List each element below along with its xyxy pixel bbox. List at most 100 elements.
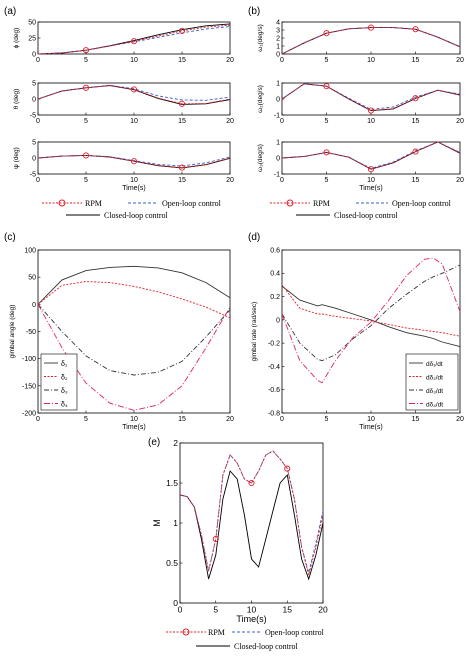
rpm-marker-b2 [412,95,419,102]
y-tick-label-a2: -5 [30,112,36,119]
series-line-e-closedloopcontrol [179,470,324,581]
y-tick-label-e: 0.5 [166,558,178,568]
rpm-marker-a1 [178,27,186,35]
x-tick-label-b3: 0 [280,177,284,184]
x-tick-label-a2: 0 [36,118,40,125]
x-axis-label-d: Time(s) [359,424,382,431]
rpm-marker-b2 [367,107,375,114]
x-tick-label-c: 10 [130,416,138,423]
x-tick-label-a1: 5 [84,57,88,64]
x-tick-label-a3: 15 [178,177,186,184]
x-tick-label-b2: 15 [412,118,420,125]
series-line-b1-rpm [281,27,461,55]
x-tick-label-d: 15 [412,416,420,423]
legend-d: dδ₁/dt dδ₂/dt dδ₃/dt dδ₄/dt [405,353,459,411]
x-tick-label-a3: 10 [130,177,138,184]
legend-b-closed: Closed-loop control [334,211,399,220]
series-line-a1-rpm [37,24,231,55]
y-axis-label-b2: ω₂(deg/s) [257,85,264,113]
legend-e-open: Open-loop control [265,628,325,637]
legend-d-label: dδ₄/dt [426,402,443,409]
legend-c-label: δ₄ [61,402,68,409]
series-line-a2-openloopcontrol [37,84,231,101]
series-line-b3-openloopcontrol [281,141,461,169]
x-tick-label-a1: 20 [226,57,234,64]
legend-b-open: Open-loop control [392,199,452,208]
y-tick-label-c: -200 [22,410,36,417]
series-line-a3-rpm [37,154,231,169]
y-tick-label-c: -150 [22,383,36,390]
y-axis-label-e: M [152,519,162,527]
rpm-marker-b2 [323,83,330,90]
x-tick-label-a2: 20 [226,118,234,125]
y-tick-label-e: 1.5 [166,478,178,488]
y-tick-label-d: 0.4 [270,271,280,278]
series-line-d-ddt [281,285,461,348]
x-tick-label-b2: 10 [367,118,375,125]
series-line-b2-openloopcontrol [281,83,461,110]
y-tick-label-b3: 0 [276,155,280,162]
legend-b: RPM Open-loop control Closed-loop contro… [270,199,452,220]
x-tick-label-a2: 15 [178,118,186,125]
rpm-marker-b3 [367,166,375,173]
axes-frame-e [179,442,324,604]
x-tick-label-a2: 10 [130,118,138,125]
legend-c-label: δ₂ [61,375,68,382]
y-tick-label-a3: 0 [32,155,36,162]
y-tick-label-d: 0.2 [270,294,280,301]
series-line-c- [37,265,231,305]
rpm-marker-b3 [412,148,419,155]
y-tick-label-a2: 0 [32,96,36,103]
rpm-marker-a2 [130,86,138,93]
y-axis-label-c: gimbal angle (deg) [9,305,16,359]
x-tick-label-b2: 0 [280,118,284,125]
x-tick-label-b3: 15 [412,177,420,184]
x-tick-label-b2: 5 [325,118,329,125]
x-tick-label-a1: 10 [130,57,138,64]
y-tick-label-b1: 4 [276,19,280,26]
y-tick-label-e: 0 [173,598,178,608]
rpm-marker-b1 [412,26,419,33]
x-tick-label-e: 5 [213,605,218,615]
series-line-c- [37,281,231,319]
y-tick-label-b1: 2 [276,35,280,42]
rpm-marker-a1 [130,38,138,45]
legend-a-rpm: RPM [85,199,102,208]
axes-c: 0 5 10 15 20 -200 -150 -100 -50 0 50 100 gimbal angl… [9,247,234,431]
x-tick-label-a3: 5 [84,177,88,184]
x-tick-label-a3: 0 [36,177,40,184]
legend-e: RPM Open-loop control Closed-loop contro… [166,628,325,651]
y-tick-label-b1: 0 [276,51,280,58]
y-tick-label-d: 0 [276,317,280,324]
axes-a1: 0 5 10 15 20 0 25 50 ϕ (deg) [13,19,234,64]
x-tick-label-b3: 20 [456,177,464,184]
x-tick-label-b3: 5 [325,177,329,184]
series-line-d-ddt [281,264,461,362]
legend-c-label: δ₁ [61,361,68,368]
x-tick-label-a1: 15 [178,57,186,64]
y-axis-label-a2: θ (deg) [13,89,20,110]
y-tick-label-d: -0.6 [268,387,280,394]
y-tick-label-b3: -1 [274,171,280,178]
y-tick-label-a1: 0 [32,51,36,58]
y-tick-label-d: -0.2 [268,341,280,348]
x-tick-label-b1: 0 [280,57,284,64]
y-tick-label-b1: 1 [276,43,280,50]
series-line-b2-rpm [281,83,461,111]
series-line-a3-closedloopcontrol [37,154,231,169]
x-tick-label-e: 15 [283,605,293,615]
x-tick-label-d: 20 [456,416,464,423]
y-tick-label-c: 100 [24,247,36,254]
x-tick-label-e: 10 [247,605,257,615]
y-tick-label-c: 50 [28,275,36,282]
legend-d-label: dδ₁/dt [426,361,443,368]
x-tick-label-b1: 20 [456,57,464,64]
y-axis-label-b1: ω₁(deg/s) [257,24,264,52]
x-axis-label-b3: Time(s) [359,185,382,192]
x-tick-label-b1: 5 [325,57,329,64]
